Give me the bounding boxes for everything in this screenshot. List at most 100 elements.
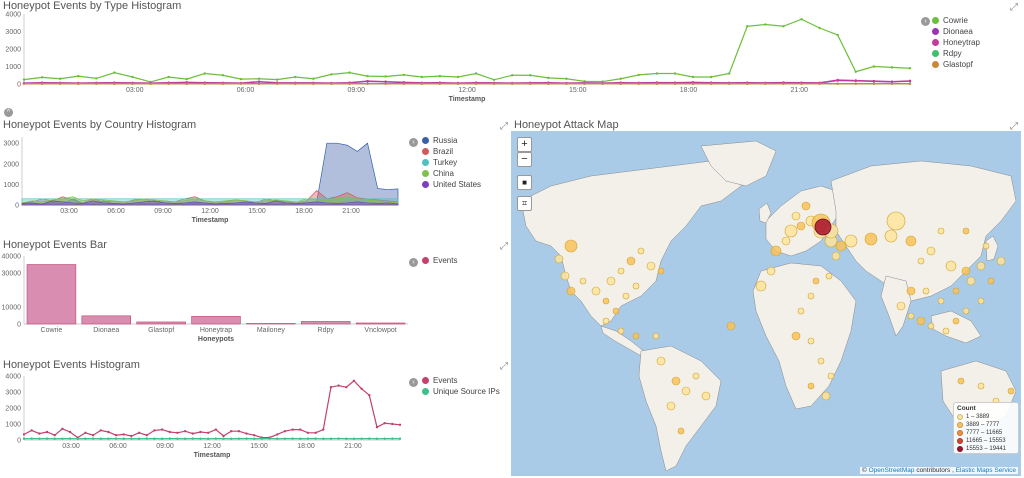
data-point — [283, 430, 287, 433]
data-point — [854, 79, 857, 82]
data-point — [456, 75, 460, 79]
data-point — [91, 437, 95, 440]
legend-item-russia[interactable]: Russia — [422, 135, 481, 146]
x-tick-label: 18:00 — [297, 443, 315, 450]
map-marker-hotspot — [814, 218, 832, 236]
map-marker — [987, 277, 995, 285]
attack-map-expand-icon[interactable]: ⤢ — [1010, 121, 1018, 132]
data-point — [199, 437, 202, 440]
data-point — [245, 437, 248, 440]
data-point — [368, 437, 371, 440]
data-point — [122, 433, 125, 436]
data-point — [221, 82, 225, 86]
legend-item-cowrie[interactable]: Cowrie — [932, 15, 980, 26]
events-bar-expand-icon[interactable]: ⤢ — [500, 241, 508, 252]
events-hist-chart: 4000 3000 2000 1000 0 03:00 06:00 09:00 12:00 15:… — [5, 374, 402, 459]
x-tick-label: 06:00 — [109, 443, 127, 450]
legend-dot-events — [422, 257, 429, 264]
map-attribution: © OpenStreetMap contributors , Elastic M… — [860, 467, 1019, 474]
legend-item-unique-source-ips[interactable]: Unique Source IPs — [422, 386, 500, 397]
x-tick-label: 21:00 — [344, 443, 362, 450]
data-point — [565, 82, 568, 86]
legend-item-china[interactable]: China — [422, 168, 481, 179]
data-point — [68, 430, 72, 434]
legend-item-honeytrap[interactable]: Honeytrap — [932, 37, 980, 48]
map-legend-row: 3889 – 7777 — [957, 421, 1015, 429]
y-tick-label: 3000 — [3, 141, 19, 148]
map-marker — [671, 376, 681, 386]
map-marker — [807, 337, 815, 345]
data-point — [322, 437, 325, 440]
data-point — [547, 76, 550, 80]
legend-item-turkey[interactable]: Turkey — [422, 157, 481, 168]
type-hist-legend-toggle-icon[interactable]: › — [921, 17, 930, 26]
data-point — [764, 82, 767, 86]
events-hist-legend: Events Unique Source IPs — [422, 375, 500, 397]
collapse-up-icon[interactable]: ^ — [4, 108, 13, 117]
map-marker — [632, 332, 640, 340]
map-marker — [652, 332, 660, 340]
legend-item-glastopf[interactable]: Glastopf — [932, 59, 980, 70]
legend-item-brazil[interactable]: Brazil — [422, 146, 481, 157]
map-legend-row: 11665 – 15553 — [957, 437, 1015, 445]
data-point — [456, 82, 460, 86]
type-hist-expand-icon[interactable]: ⤢ — [1010, 2, 1018, 13]
data-point — [306, 431, 310, 434]
data-point — [294, 75, 297, 79]
x-tick-label: 21:00 — [790, 87, 808, 94]
fit-bounds-button[interactable]: ⌗ — [517, 196, 532, 211]
events-bar-legend-toggle-icon[interactable]: › — [409, 258, 418, 267]
draw-rectangle-button[interactable]: ■ — [517, 175, 532, 190]
map-legend-swatch — [957, 438, 963, 444]
x-tick-label: 12:00 — [203, 443, 221, 450]
data-point — [222, 434, 225, 438]
x-axis-title: Timestamp — [194, 452, 231, 459]
data-point — [257, 82, 261, 86]
data-point — [299, 428, 302, 431]
data-point — [191, 432, 195, 435]
country-hist-expand-icon[interactable]: ⤢ — [500, 121, 508, 132]
data-point — [314, 437, 317, 440]
data-point — [229, 437, 233, 440]
data-point — [68, 437, 72, 440]
data-point — [160, 428, 164, 431]
events-bar-title: Honeypot Events Bar — [3, 239, 107, 251]
zoom-in-button[interactable]: + — [517, 137, 532, 152]
data-point — [237, 437, 241, 440]
zoom-out-button[interactable]: − — [517, 152, 532, 167]
legend-item-events[interactable]: Events — [422, 255, 457, 266]
legend-item-events[interactable]: Events — [422, 375, 500, 386]
data-point — [673, 72, 677, 75]
osm-link[interactable]: OpenStreetMap — [868, 467, 915, 474]
data-point — [709, 75, 713, 79]
data-point — [167, 82, 170, 86]
legend-item-rdpy[interactable]: Rdpy — [932, 48, 980, 59]
attack-map[interactable] — [511, 131, 1021, 476]
attribution-contributors: contributors , — [916, 467, 954, 474]
map-marker — [681, 386, 691, 396]
data-point — [185, 77, 188, 81]
data-point — [890, 82, 894, 86]
data-point — [637, 73, 640, 77]
data-point — [183, 430, 187, 433]
data-point — [221, 74, 225, 77]
country-hist-legend-toggle-icon[interactable]: › — [409, 138, 418, 147]
ems-link[interactable]: Elastic Maps Service — [955, 467, 1017, 474]
events-hist-legend-toggle-icon[interactable]: › — [409, 378, 418, 387]
legend-item-united-states[interactable]: United States — [422, 179, 481, 190]
data-point — [206, 437, 210, 440]
data-point — [746, 25, 749, 28]
data-point — [61, 437, 64, 440]
data-point — [203, 82, 207, 86]
data-point — [691, 82, 695, 86]
data-point — [95, 82, 98, 86]
data-point — [38, 432, 41, 435]
map-marker — [612, 307, 620, 315]
events-hist-expand-icon[interactable]: ⤢ — [500, 361, 508, 372]
y-tick-label: 0 — [17, 322, 21, 329]
data-point — [398, 437, 402, 440]
map-marker — [766, 266, 776, 276]
x-tick-label: 18:00 — [295, 208, 313, 215]
data-point — [375, 426, 379, 429]
legend-item-dionaea[interactable]: Dionaea — [932, 26, 980, 37]
